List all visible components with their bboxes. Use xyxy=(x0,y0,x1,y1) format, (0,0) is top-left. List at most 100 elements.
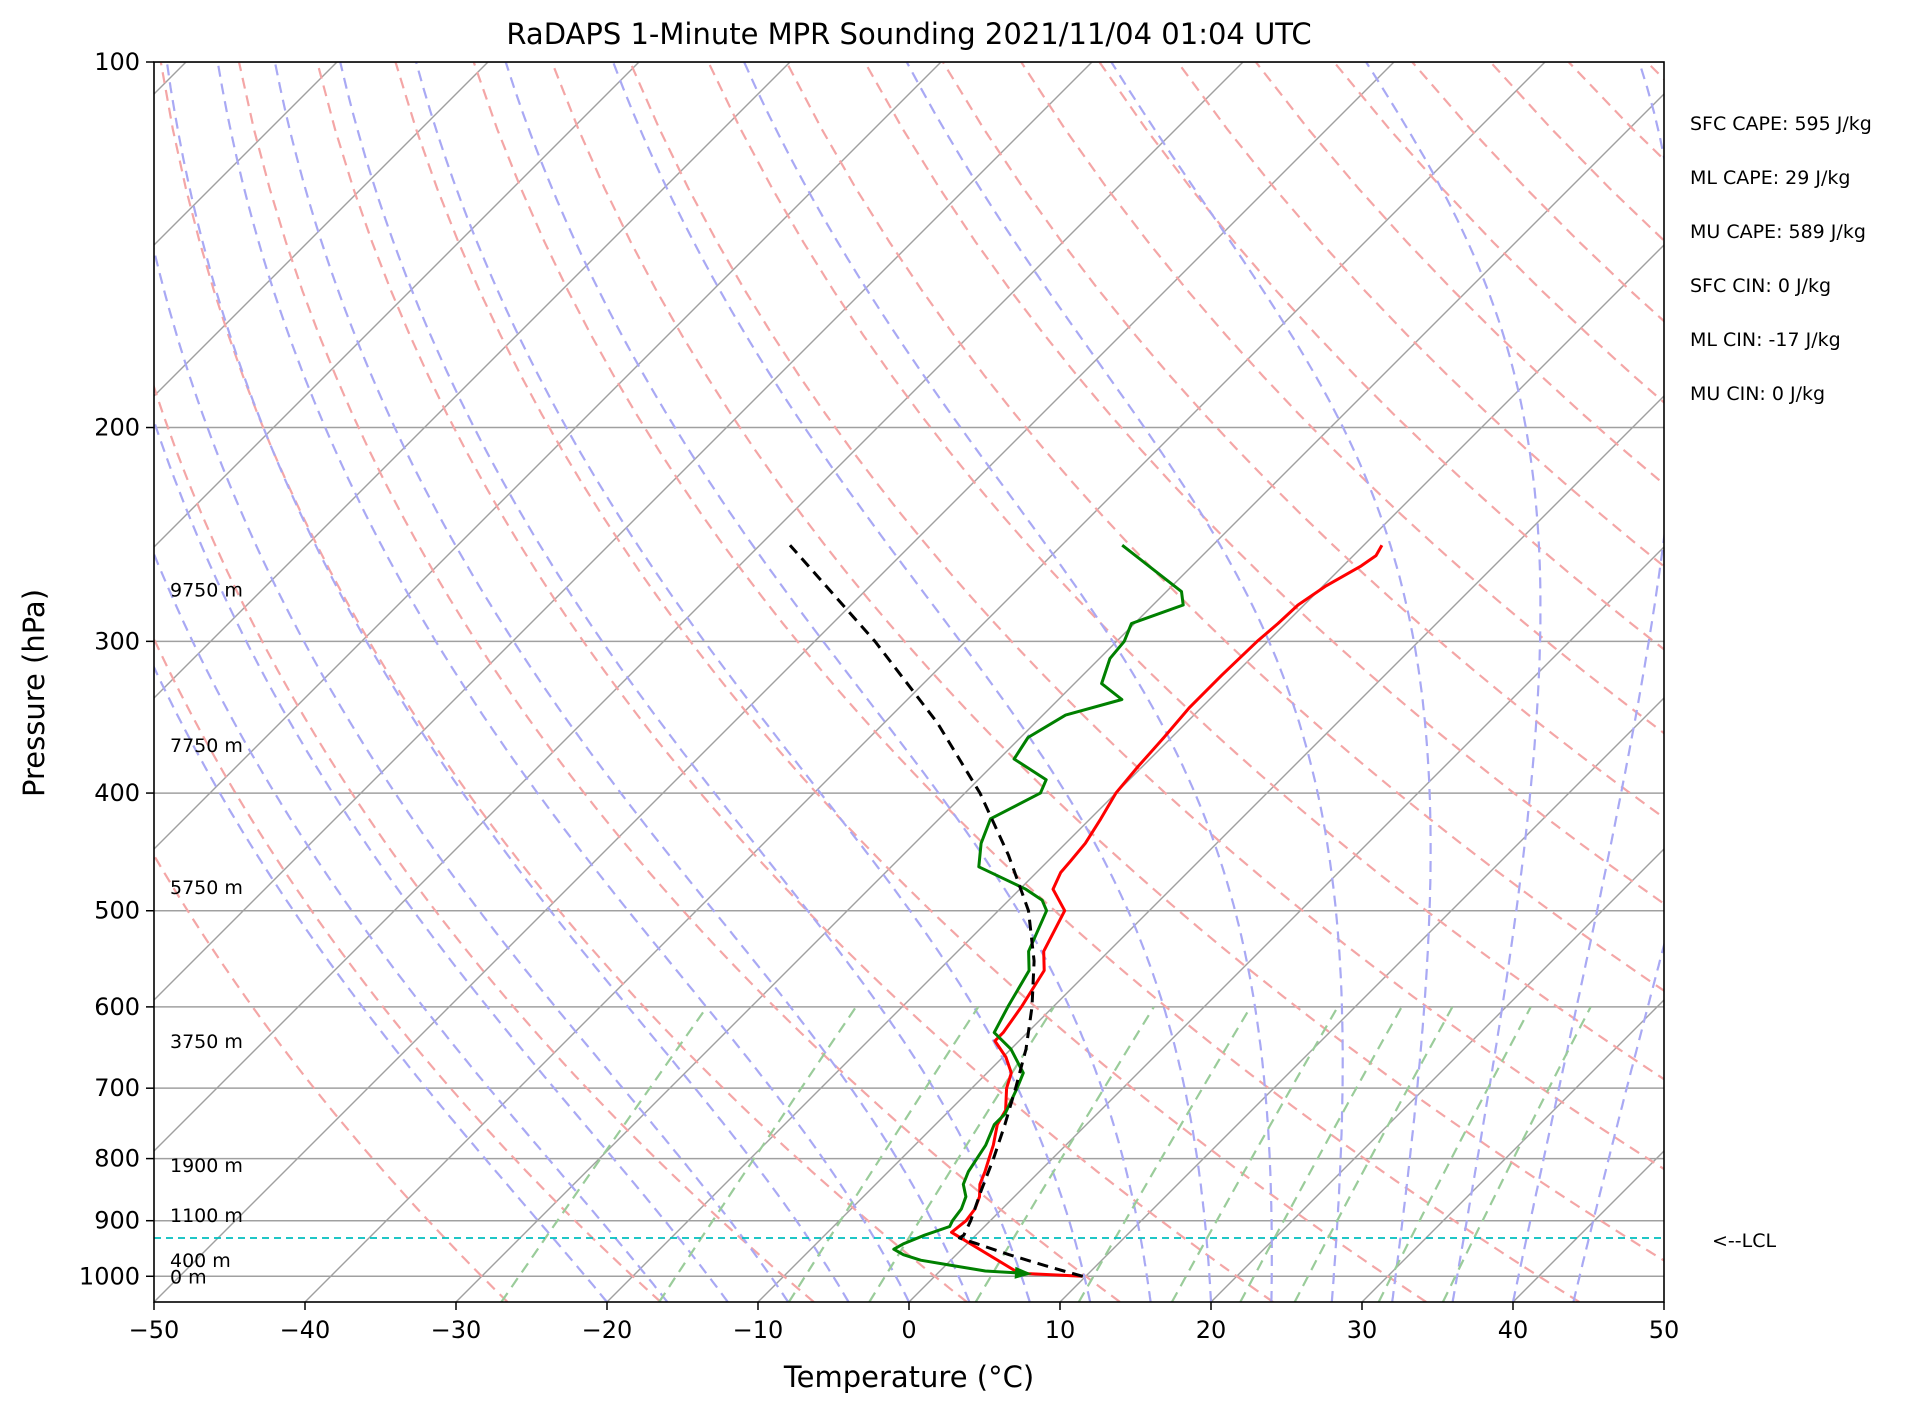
dry-adiabat-line xyxy=(154,636,662,1302)
isotherm-line xyxy=(1663,1301,1664,1302)
lcl-label: <--LCL xyxy=(1712,1230,1776,1252)
mixing-ratio-line xyxy=(1377,1006,1532,1302)
moist-adiabat-line xyxy=(1365,62,1542,1302)
parcel-line xyxy=(788,544,1084,1278)
moist-adiabat-line xyxy=(154,551,669,1302)
dry-adiabat-line xyxy=(863,62,1664,906)
y-tick-label: 100 xyxy=(94,48,140,76)
dry-adiabat-line xyxy=(154,853,509,1302)
dry-adiabat-line xyxy=(394,62,1427,1302)
moist-adiabat-line xyxy=(504,62,1152,1302)
dry-adiabat-line xyxy=(237,62,1121,1302)
mixing-ratio-line xyxy=(500,1006,708,1302)
dry-adiabat-line xyxy=(629,62,1664,1171)
isotherm-line xyxy=(606,244,1664,1302)
mixing-ratio-line xyxy=(1170,1006,1339,1302)
mixing-ratio-line xyxy=(1441,1006,1592,1302)
dewpoint-line xyxy=(892,544,1185,1276)
isotherm-line xyxy=(757,395,1664,1302)
mixing-ratio-line xyxy=(974,1006,1155,1302)
isotherm-line xyxy=(1512,1150,1664,1302)
isotherm-line xyxy=(1815,62,1911,1302)
axis-ticks: −50 −40 −30 −20 −10 0 10 20 30 40 50 100 200 300 400 50… xyxy=(79,48,1679,1344)
x-tick-label: −10 xyxy=(733,1316,784,1344)
mixing-ratio-line xyxy=(787,1006,980,1302)
x-tick-label: 50 xyxy=(1649,1316,1680,1344)
x-tick-label: −30 xyxy=(431,1316,482,1344)
dry-adiabat-line xyxy=(1725,62,1911,1302)
x-tick-label: 20 xyxy=(1196,1316,1227,1344)
height-label: 1900 m xyxy=(170,1155,243,1177)
dry-adiabat-line xyxy=(159,62,968,1302)
x-tick-label: 30 xyxy=(1347,1316,1378,1344)
mixing-ratio-line xyxy=(1293,1006,1454,1302)
dry-adiabat-line xyxy=(1020,62,1664,735)
x-tick-label: −40 xyxy=(280,1316,331,1344)
moist-adiabat-line xyxy=(154,664,608,1302)
dry-adiabat-line xyxy=(941,62,1664,820)
y-axis-label: Pressure (hPa) xyxy=(17,589,51,797)
isotherm-line xyxy=(154,62,1395,1302)
y-tick-label: 900 xyxy=(94,1207,140,1235)
moist-adiabat-line xyxy=(1110,62,1432,1302)
dry-adiabat-line xyxy=(1176,62,1664,568)
index-label: ML CAPE: 29 J/kg xyxy=(1690,167,1850,189)
isotherm-line xyxy=(154,62,942,850)
y-tick-label: 1000 xyxy=(79,1262,140,1290)
moist-adiabat-line xyxy=(154,245,790,1302)
dry-adiabat-line xyxy=(785,62,1664,993)
dry-adiabat-line xyxy=(1567,62,1664,162)
moist-adiabat-line xyxy=(415,62,1092,1302)
moist-adiabat-line xyxy=(154,417,729,1302)
height-label: 1100 m xyxy=(170,1205,243,1227)
dewpoint-arrowhead xyxy=(1014,1266,1032,1279)
moist-adiabat-line xyxy=(905,62,1344,1302)
height-label: 3750 m xyxy=(170,1031,243,1053)
background-lines xyxy=(154,62,1911,1302)
index-label: SFC CAPE: 595 J/kg xyxy=(1690,113,1872,135)
isotherm-line xyxy=(455,93,1664,1302)
dry-adiabat-line xyxy=(1646,62,1664,81)
isotherm-line xyxy=(154,62,640,548)
x-axis-label: Temperature (°C) xyxy=(783,1360,1034,1394)
mixing-ratio-line xyxy=(1239,1006,1403,1302)
moist-adiabat-line xyxy=(273,62,971,1302)
dry-adiabat-line xyxy=(1098,62,1664,651)
x-tick-label: 10 xyxy=(1045,1316,1076,1344)
height-label: 0 m xyxy=(170,1266,207,1288)
mixing-ratio-line xyxy=(658,1006,857,1302)
height-label: 5750 m xyxy=(170,877,243,899)
y-tick-label: 700 xyxy=(94,1074,140,1102)
chart-title: RaDAPS 1-Minute MPR Sounding 2021/11/04 … xyxy=(506,17,1311,51)
moist-adiabat-line xyxy=(165,62,850,1302)
stability-indices: <--LCL SFC CAPE: 595 J/kg ML CAPE: 29 J/kg… xyxy=(1690,113,1872,1252)
index-label: MU CAPE: 589 J/kg xyxy=(1690,221,1866,243)
moist-adiabat-line xyxy=(1511,62,1664,1302)
x-tick-label: 0 xyxy=(901,1316,916,1344)
x-tick-label: −20 xyxy=(582,1316,633,1344)
x-tick-label: −50 xyxy=(129,1316,180,1344)
y-tick-label: 500 xyxy=(94,897,140,925)
height-label: 400 m xyxy=(170,1250,231,1272)
height-label: 9750 m xyxy=(170,580,243,602)
dry-adiabat-line xyxy=(472,62,1580,1302)
isotherm-line xyxy=(154,62,1093,1001)
y-tick-label: 600 xyxy=(94,993,140,1021)
y-tick-label: 800 xyxy=(94,1145,140,1173)
moist-adiabat-line xyxy=(216,62,910,1302)
y-tick-label: 400 xyxy=(94,779,140,807)
isotherm-line xyxy=(304,62,1546,1302)
height-label: 7750 m xyxy=(170,735,243,757)
isotherm-line xyxy=(1361,999,1664,1302)
moist-adiabat-line xyxy=(1572,940,1664,1302)
dry-adiabat-line xyxy=(316,62,1274,1302)
mixing-ratio-line xyxy=(868,1006,1055,1302)
isotherm-line xyxy=(154,62,489,397)
temperature-line xyxy=(950,544,1384,1278)
dry-adiabat-line xyxy=(1254,62,1664,486)
index-label: ML CIN: -17 J/kg xyxy=(1690,329,1841,351)
moist-adiabat-line xyxy=(339,62,1031,1302)
index-label: SFC CIN: 0 J/kg xyxy=(1690,275,1831,297)
index-label: MU CIN: 0 J/kg xyxy=(1690,383,1825,405)
